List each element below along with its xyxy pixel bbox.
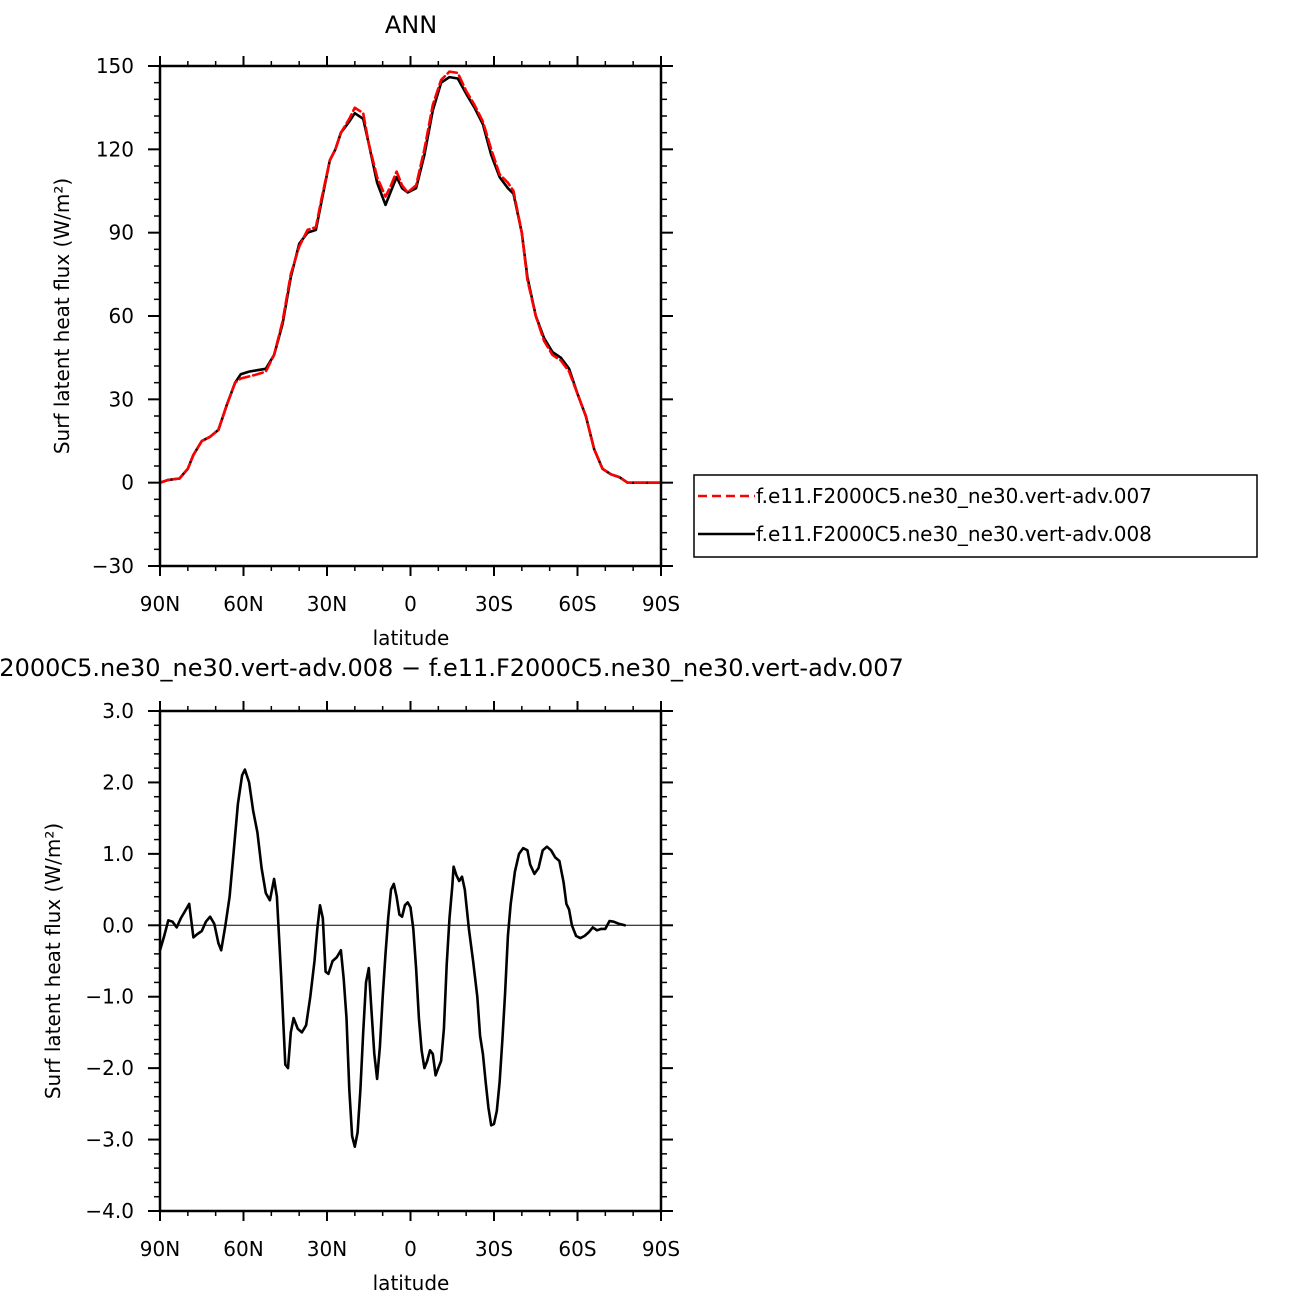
y-tick-label: 30 [109, 387, 134, 411]
top-panel-frame [158, 64, 663, 568]
x-tick-label: 30S [475, 592, 513, 616]
y-tick-label: −2.0 [85, 1056, 134, 1080]
x-tick-label: 60N [223, 1237, 263, 1261]
y-tick-label: −4.0 [85, 1199, 134, 1223]
bottom-panel-title: f.e11.F2000C5.ne30_ne30.vert-adv.008 − f… [0, 654, 904, 682]
legend: f.e11.F2000C5.ne30_ne30.vert-adv.007 f.e… [693, 474, 1258, 558]
legend-box [693, 474, 1258, 558]
y-tick-label: 1.0 [102, 842, 134, 866]
bottom-panel: f.e11.F2000C5.ne30_ne30.vert-adv.008 − f… [0, 654, 904, 1295]
x-tick-label: 90N [140, 1237, 180, 1261]
bottom-panel-frame [158, 709, 663, 1213]
y-tick-label: 0 [121, 471, 134, 495]
x-tick-label: 60S [558, 1237, 596, 1261]
top-panel-x-axis-label: latitude [373, 626, 450, 650]
y-tick-label: −30 [92, 554, 134, 578]
top-panel-title: ANN [385, 11, 437, 39]
x-tick-label: 60N [223, 592, 263, 616]
y-tick-label: 60 [109, 304, 134, 328]
bottom-panel-y-axis-label: Surf latent heat flux (W/m²) [41, 823, 65, 1099]
y-tick-label: 120 [96, 137, 134, 161]
x-tick-label: 90S [642, 592, 680, 616]
y-tick-label: 3.0 [102, 699, 134, 723]
y-tick-label: 90 [109, 221, 134, 245]
top-panel: ANN 90N 60N 30N 0 30S 60S 90S−300306090120150 … [50, 11, 680, 650]
top-panel-y-axis-label: Surf latent heat flux (W/m²) [50, 178, 74, 454]
x-tick-label: 60S [558, 592, 596, 616]
y-tick-label: 150 [96, 54, 134, 78]
x-tick-label: 0 [404, 592, 417, 616]
x-tick-label: 0 [404, 1237, 417, 1261]
x-tick-label: 30S [475, 1237, 513, 1261]
x-tick-label: 90N [140, 592, 180, 616]
y-tick-label: 0.0 [102, 913, 134, 937]
series-line-008 [158, 75, 663, 484]
y-tick-label: −1.0 [85, 985, 134, 1009]
legend-label-007: f.e11.F2000C5.ne30_ne30.vert-adv.007 [756, 484, 1152, 508]
legend-label-008: f.e11.F2000C5.ne30_ne30.vert-adv.008 [756, 522, 1152, 546]
x-tick-label: 30N [307, 1237, 347, 1261]
x-tick-label: 30N [307, 592, 347, 616]
bottom-panel-x-axis-label: latitude [373, 1271, 450, 1295]
y-tick-label: 2.0 [102, 770, 134, 794]
x-tick-label: 90S [642, 1237, 680, 1261]
series-line-difference [158, 768, 627, 1148]
y-tick-label: −3.0 [85, 1128, 134, 1152]
series-line-007 [158, 70, 663, 484]
